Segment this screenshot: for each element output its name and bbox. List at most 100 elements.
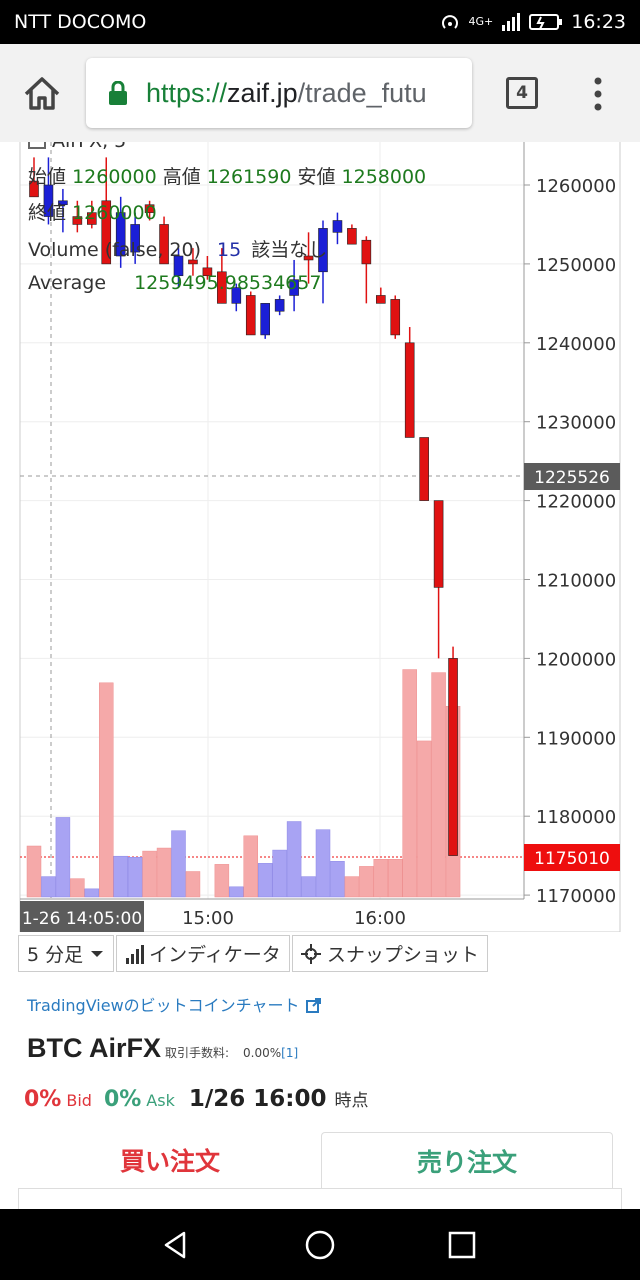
- candle-body: [375, 295, 386, 304]
- volume-bar: [70, 878, 85, 898]
- candle-body: [245, 295, 256, 336]
- volume-bar: [315, 829, 331, 898]
- volume-bar: [26, 845, 42, 898]
- home-icon[interactable]: [22, 74, 62, 114]
- overflow-menu-icon[interactable]: [590, 76, 606, 112]
- status-bar: NTT DOCOMO 4G+ 16:23: [0, 0, 640, 44]
- candle-body: [231, 287, 242, 304]
- volume-bar: [113, 855, 128, 898]
- hotspot-icon: [442, 15, 459, 29]
- candle-body: [274, 299, 285, 312]
- back-icon[interactable]: [160, 1229, 192, 1261]
- volume-bar: [41, 876, 56, 898]
- price-axis-label: 1240000: [536, 334, 616, 355]
- candle-body: [347, 228, 357, 245]
- ask-label: Ask: [146, 1091, 175, 1110]
- lock-icon: [109, 81, 127, 105]
- volume-bar: [243, 835, 258, 898]
- volume-bar: [55, 817, 71, 898]
- legend-volume: Volume (false, 20) 15 該当なし: [28, 239, 328, 261]
- address-bar[interactable]: https://zaif.jp/trade_futu: [86, 58, 472, 128]
- crosshair-icon: [300, 943, 321, 964]
- volume-bar: [344, 876, 360, 898]
- bid-label: Bid: [66, 1091, 92, 1110]
- legend-symbol: AirFX, 5: [28, 142, 126, 152]
- svg-text:1225526: 1225526: [534, 468, 610, 488]
- carrier-name: NTT DOCOMO: [14, 11, 147, 33]
- recents-icon[interactable]: [446, 1229, 478, 1261]
- candle-body: [390, 299, 401, 336]
- interval-select[interactable]: 5 分足: [18, 935, 115, 972]
- chart-controls: 5 分足 インディケータ スナップショット: [18, 935, 490, 972]
- android-nav-bar: [0, 1209, 640, 1280]
- snapshot-button[interactable]: スナップショット: [291, 935, 488, 972]
- tab-sell-order[interactable]: 売り注文: [321, 1132, 613, 1188]
- volume-bar: [416, 740, 432, 898]
- order-panel: [18, 1188, 622, 1209]
- candle-body: [144, 204, 155, 213]
- volume-bar: [359, 866, 374, 898]
- bar-chart-icon: [126, 944, 145, 964]
- volume-bar: [185, 871, 201, 898]
- volume-bar: [373, 859, 389, 898]
- ask-percent: 0%: [103, 1087, 142, 1112]
- candle-body: [202, 267, 213, 277]
- time-label-1500: 15:00: [182, 908, 234, 929]
- pair-name: BTC AirFX: [27, 1033, 161, 1063]
- tab-buy-order[interactable]: 買い注文: [119, 1147, 220, 1176]
- candles: [29, 157, 458, 856]
- price-axis: 1260000 1250000 1240000 1230000 1220000 12100…: [524, 176, 616, 907]
- fee-value: 0.00%: [243, 1046, 282, 1060]
- quote-datetime: 1/26 16:00: [188, 1086, 327, 1112]
- volume-bar: [84, 888, 100, 898]
- url-text: https://zaif.jp/trade_futu: [146, 77, 427, 108]
- candle-body: [130, 224, 140, 253]
- svg-text:1-26 14:05:00: 1-26 14:05:00: [22, 909, 142, 929]
- crosshair-time-label: 1-26 14:05:00: [20, 901, 144, 932]
- legend-ohlc: 始値 1260000 高値 1261590 安値 1258000: [28, 166, 427, 188]
- browser-toolbar: https://zaif.jp/trade_futu 4: [0, 44, 640, 142]
- quote-suffix: 時点: [334, 1091, 369, 1111]
- volume-bar: [301, 876, 316, 898]
- price-axis-label: 1260000: [536, 176, 616, 197]
- price-axis-label: 1170000: [536, 886, 616, 907]
- price-axis-label: 1220000: [536, 492, 616, 513]
- battery-icon: [529, 14, 563, 30]
- volume-bar: [286, 821, 302, 898]
- clock: 16:23: [571, 11, 626, 33]
- candle-body: [29, 180, 39, 198]
- legend-average: Average 1259495.98534657: [28, 272, 322, 294]
- price-axis-label: 1210000: [536, 571, 616, 592]
- candle-body: [115, 212, 126, 257]
- volume-bar: [388, 859, 403, 898]
- price-axis-label: 1200000: [536, 649, 616, 670]
- candle-body: [188, 259, 198, 265]
- candle-body: [433, 500, 444, 588]
- volume-bar: [142, 850, 157, 898]
- last-price-label: 1175010: [524, 844, 620, 871]
- volume-bar: [214, 864, 230, 898]
- candle-body: [87, 212, 97, 225]
- home-circle-icon[interactable]: [304, 1229, 336, 1261]
- quote-row: 0% Bid 0% Ask 1/26 16:00 時点: [24, 1086, 368, 1112]
- candle-body: [159, 224, 169, 265]
- candle-body: [404, 342, 415, 438]
- tradingview-link[interactable]: TradingViewのビットコインチャート: [27, 992, 321, 1016]
- price-chart[interactable]: 1260000 1250000 1240000 1230000 1220000 12100…: [0, 142, 640, 932]
- svg-text:1175010: 1175010: [534, 849, 610, 869]
- price-axis-label: 1180000: [536, 807, 616, 828]
- candle-body: [419, 437, 429, 501]
- candle-body: [260, 303, 271, 336]
- volume-bars: [26, 669, 461, 898]
- order-tabs: 買い注文 売り注文: [18, 1132, 622, 1209]
- signal-icon: [502, 13, 521, 31]
- tab-switcher-button[interactable]: 4: [506, 77, 538, 109]
- legend-close: 終値 1260000: [28, 202, 157, 224]
- network-type: 4G+: [468, 15, 494, 28]
- fee-footnote-link[interactable]: [1]: [281, 1046, 299, 1060]
- volume-bar: [272, 849, 287, 898]
- chart-canvas[interactable]: 1260000 1250000 1240000 1230000 1220000 12100…: [0, 142, 640, 932]
- price-axis-label: 1190000: [536, 728, 616, 749]
- indicators-button[interactable]: インディケータ: [116, 935, 290, 972]
- volume-bar: [156, 847, 172, 898]
